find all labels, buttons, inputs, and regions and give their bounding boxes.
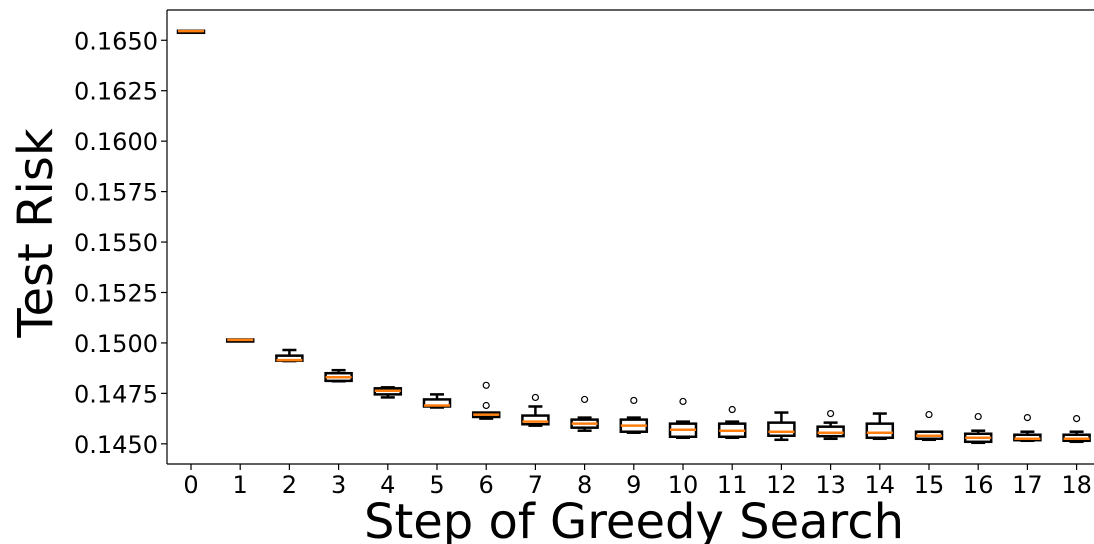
outlier-point-0 [531,393,540,402]
x-tick-label-7: 7 [528,471,543,499]
y-tick-label-3: 0.1525 [74,279,158,307]
box-15 [914,410,944,442]
x-axis-ticks: 0 1 2 3 4 5 6 7 8 9 10 11 12 13 14 15 16 17 18 [183,464,1092,499]
x-tick-label-11: 11 [717,471,748,499]
x-tick-label-2: 2 [282,471,297,499]
outlier-point-0 [974,412,982,421]
box-10 [668,397,698,440]
box-3 [324,368,353,383]
plot-area [166,9,1094,465]
box-body [865,422,895,440]
y-tick-label-1: 0.1475 [74,380,158,408]
x-tick-label-16: 16 [963,471,994,499]
x-tick-label-14: 14 [865,471,896,499]
x-tick-label-8: 8 [577,471,592,499]
x-tick-label-17: 17 [1012,471,1043,499]
outlier-point-0 [925,410,933,419]
x-tick-label-1: 1 [233,471,248,499]
box-body [521,414,550,426]
x-tick-label-3: 3 [331,471,346,499]
outlier-point-0 [826,409,835,418]
box-11 [717,405,747,440]
y-tick-label-7: 0.1625 [74,78,158,106]
box-body [767,421,796,438]
box-8 [570,395,599,432]
outlier-point-0 [630,396,638,405]
x-tick-label-4: 4 [380,471,395,499]
box-16 [963,412,993,445]
box-series [176,29,1091,445]
box-13 [816,409,845,441]
box-4 [373,386,403,399]
box-0 [176,29,206,35]
x-tick-label-5: 5 [429,471,444,499]
x-tick-label-13: 13 [815,471,846,499]
box-18 [1062,415,1091,444]
outlier-point-0 [679,397,687,406]
box-6 [471,381,501,420]
outlier-point-0 [1023,413,1032,422]
box-body [1013,433,1042,442]
y-tick-label-0: 0.1450 [74,431,158,459]
outlier-point-1 [482,381,490,389]
box-14 [865,412,895,441]
outlier-point-0 [580,395,589,404]
box-12 [767,411,796,442]
x-tick-label-0: 0 [183,471,198,499]
box-body [816,425,845,438]
y-tick-label-6: 0.1600 [74,128,158,156]
outlier-point-0 [482,401,490,410]
y-tick-label-5: 0.1575 [74,179,158,207]
x-tick-label-6: 6 [479,471,494,499]
x-tick-label-12: 12 [766,471,797,499]
outlier-point-0 [728,405,736,414]
x-tick-label-15: 15 [914,471,945,499]
x-tick-label-9: 9 [626,471,641,499]
outlier-point-0 [1072,415,1081,423]
box-7 [521,393,550,427]
y-tick-label-4: 0.1550 [74,229,158,257]
x-axis-title: Step of Greedy Search [364,494,904,544]
box-5 [422,393,452,409]
box-1 [225,338,255,343]
x-tick-label-18: 18 [1061,471,1092,499]
y-tick-label-2: 0.1500 [74,330,158,358]
box-2 [275,348,304,363]
x-tick-label-10: 10 [668,471,699,499]
box-17 [1013,413,1042,443]
y-axis-title: Test Risk [8,128,64,338]
y-axis-ticks: 0.1450 0.1475 0.1500 0.1525 0.1550 0.1575 0.16… [74,27,167,459]
y-tick-label-8: 0.1650 [74,27,158,55]
box-9 [619,396,649,434]
